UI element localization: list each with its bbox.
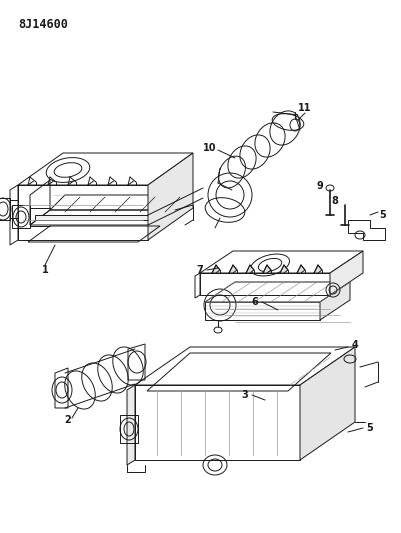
Polygon shape <box>300 347 355 460</box>
Text: 2: 2 <box>65 415 71 425</box>
Polygon shape <box>35 215 155 220</box>
Text: 1: 1 <box>42 265 49 275</box>
Text: —————————: ————————— <box>53 193 103 198</box>
Polygon shape <box>212 265 220 273</box>
Polygon shape <box>280 265 288 273</box>
Polygon shape <box>127 385 135 465</box>
Polygon shape <box>320 282 350 320</box>
Polygon shape <box>330 251 363 295</box>
Text: 3: 3 <box>242 390 248 400</box>
Text: 7: 7 <box>196 265 203 275</box>
Text: 4: 4 <box>352 340 358 350</box>
Text: 10: 10 <box>203 143 217 153</box>
Polygon shape <box>297 265 305 273</box>
Polygon shape <box>246 265 254 273</box>
Polygon shape <box>148 153 193 240</box>
Polygon shape <box>314 265 322 273</box>
Text: 5: 5 <box>367 423 373 433</box>
Polygon shape <box>229 265 237 273</box>
Text: 5: 5 <box>380 210 387 220</box>
Text: 8J14600: 8J14600 <box>18 18 68 31</box>
Text: 8: 8 <box>332 196 338 206</box>
Text: 6: 6 <box>251 297 258 307</box>
Text: 11: 11 <box>298 103 312 113</box>
Polygon shape <box>263 265 271 273</box>
Text: 9: 9 <box>317 181 323 191</box>
